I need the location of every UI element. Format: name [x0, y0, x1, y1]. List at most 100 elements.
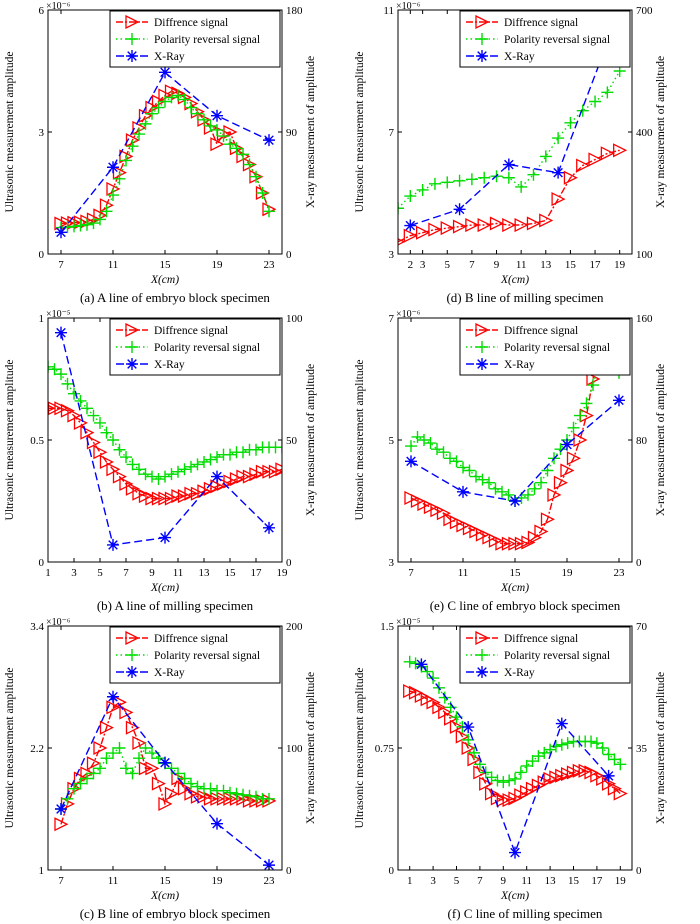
data-point	[441, 176, 454, 189]
data-point	[100, 426, 113, 439]
data-point	[125, 720, 140, 735]
y2-tick-label: 400	[636, 127, 653, 139]
y2-tick-label: 0	[286, 249, 292, 261]
data-point	[55, 226, 67, 239]
series-line	[410, 341, 620, 545]
plot-area	[398, 36, 628, 246]
series-line	[60, 71, 270, 233]
legend-box	[459, 318, 631, 376]
data-point	[601, 86, 614, 99]
y2-tick-label: 180	[286, 5, 303, 17]
data-point	[520, 759, 533, 772]
data-point	[551, 192, 566, 207]
legend: Diffrence signal Polarity reversal signal…	[109, 626, 281, 684]
data-point	[514, 217, 529, 233]
data-point	[600, 146, 615, 161]
data-point	[552, 166, 565, 179]
data-point	[590, 737, 603, 750]
panel-caption: (d) B line of milling specimen	[446, 290, 604, 305]
y-tick-label: 3	[39, 127, 45, 139]
y-axis-title: Ultrasonic measurement amplitude	[4, 668, 16, 829]
x-tick-label: 17	[251, 567, 263, 579]
data-point	[263, 859, 275, 870]
data-point	[198, 113, 210, 126]
data-point	[491, 774, 504, 787]
x-tick-label: 5	[445, 259, 451, 271]
x-tick-label: 7	[408, 567, 414, 579]
data-point	[415, 225, 431, 240]
data-point	[204, 119, 217, 132]
data-point	[526, 216, 541, 231]
y-exponent-label: ×10⁻⁶	[396, 1, 421, 12]
data-point	[204, 782, 217, 795]
plot-area	[54, 690, 277, 870]
data-point	[555, 717, 568, 730]
data-point	[74, 394, 87, 407]
x-tick-label: 9	[501, 875, 507, 887]
x-tick-label: 19	[615, 875, 627, 887]
y2-tick-label: 35	[636, 743, 648, 755]
data-point	[405, 440, 417, 453]
data-point	[230, 142, 243, 155]
data-point	[405, 455, 417, 468]
legend-marker	[125, 322, 140, 338]
chart-panel-c: 7 11 15 19 23 1 2.2 3.4 0 100 200 ×10⁻⁶ X(cm) Ultraso…	[4, 617, 317, 921]
y-tick-label: 5	[389, 435, 395, 447]
data-point	[452, 219, 468, 234]
data-point	[178, 463, 191, 476]
data-point	[93, 740, 108, 756]
legend-marker	[126, 649, 138, 661]
data-point	[449, 719, 464, 734]
y-tick-label: 0.75	[375, 743, 395, 755]
legend-marker	[126, 666, 138, 678]
data-point	[243, 789, 256, 802]
x-tick-label: 1	[407, 875, 413, 887]
data-point	[152, 101, 165, 114]
data-point	[563, 170, 578, 185]
y2-axis-title: X-ray measurement of amplitude	[305, 56, 317, 208]
data-point	[191, 107, 204, 120]
data-point	[457, 485, 469, 498]
data-point	[74, 777, 87, 790]
data-point	[55, 368, 67, 381]
data-point	[574, 409, 586, 422]
data-point	[211, 817, 223, 830]
data-point	[398, 202, 404, 215]
legend-label: Diffrence signal	[154, 17, 228, 29]
y-exponent-label: ×10⁻⁵	[396, 617, 420, 628]
data-point	[237, 788, 249, 801]
x-tick-label: 9	[149, 567, 155, 579]
data-point	[555, 738, 568, 751]
y-tick-label: 11	[383, 5, 394, 17]
data-point	[243, 158, 256, 171]
data-point	[470, 470, 482, 483]
data-point	[580, 397, 593, 410]
legend-marker	[476, 666, 488, 678]
data-point	[113, 742, 126, 754]
data-point	[416, 183, 429, 196]
data-point	[54, 817, 69, 832]
panel-caption: (c) B line of embryo block specimen	[80, 906, 271, 921]
data-point	[133, 752, 145, 765]
data-point	[68, 782, 80, 795]
data-point	[159, 531, 171, 544]
data-point	[224, 138, 236, 151]
legend-box	[459, 626, 631, 684]
legend-label: X-Ray	[154, 51, 185, 63]
y-tick-label: 1	[39, 865, 45, 877]
data-point	[107, 161, 119, 174]
data-point	[107, 434, 119, 446]
data-point	[74, 219, 87, 232]
legend: Diffrence signal Polarity reversal signal…	[109, 10, 281, 68]
x-tick-label: 2	[408, 259, 414, 271]
data-point	[509, 772, 521, 785]
x-tick-label: 19	[212, 259, 224, 271]
x-tick-label: 17	[590, 259, 602, 271]
x-tick-label: 23	[264, 875, 276, 887]
series-line	[48, 366, 282, 480]
data-point	[126, 458, 139, 471]
legend-marker	[476, 649, 488, 661]
legend: Diffrence signal Polarity reversal signal…	[459, 318, 631, 376]
data-point	[585, 735, 598, 748]
legend-marker	[126, 341, 138, 353]
